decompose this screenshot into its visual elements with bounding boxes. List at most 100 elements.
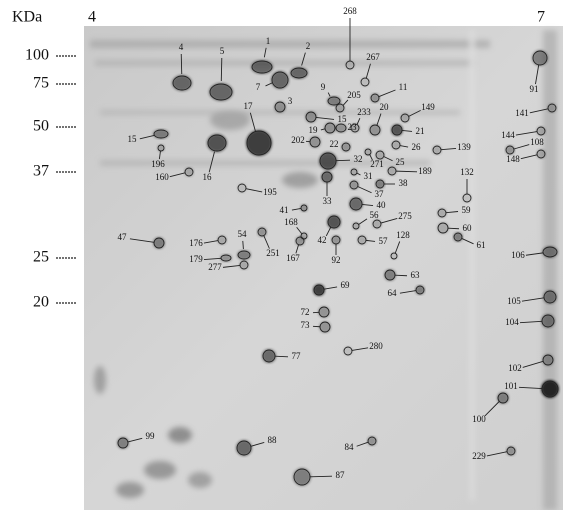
- spot-label: 205: [347, 90, 361, 100]
- spot-shade: [370, 93, 380, 103]
- spot-shade: [305, 111, 317, 123]
- spot-label: 176: [189, 238, 203, 248]
- spot-label: 41: [280, 205, 289, 215]
- spot-label: 3: [288, 96, 293, 106]
- spot-label: 149: [421, 102, 435, 112]
- spot-label: 21: [416, 126, 425, 136]
- spot-label: 1: [266, 36, 271, 46]
- spot-shade: [117, 437, 129, 449]
- spot-label: 277: [208, 262, 222, 272]
- spot-shade: [318, 306, 330, 318]
- spot-label: 47: [118, 232, 128, 242]
- spot-label: 7: [256, 82, 261, 92]
- spot-shade: [237, 250, 251, 260]
- leader-line: [275, 356, 288, 357]
- spot-shade: [384, 269, 396, 281]
- spot-label: 23: [348, 122, 358, 132]
- ph-right: 7: [537, 9, 545, 26]
- spot-label: 271: [370, 159, 384, 169]
- spot-label: 73: [301, 320, 311, 330]
- spot-label: 20: [380, 102, 390, 112]
- spot-shade: [327, 215, 341, 229]
- spot-label: 160: [155, 172, 169, 182]
- marker-label: 75: [33, 75, 49, 92]
- spot-label: 54: [238, 229, 248, 239]
- spot-shade: [387, 166, 397, 176]
- marker-label: 50: [33, 118, 49, 135]
- spot-label: 60: [463, 223, 473, 233]
- spot-shade: [184, 167, 194, 177]
- spot-shade: [331, 235, 341, 245]
- spot-shade: [153, 237, 165, 249]
- spot-label: 31: [364, 171, 373, 181]
- spot-label: 108: [530, 137, 544, 147]
- leader-line: [181, 54, 182, 74]
- spot-label: 19: [309, 125, 319, 135]
- leader-line: [221, 58, 222, 81]
- spot-shade: [293, 468, 311, 486]
- spot-label: 40: [377, 200, 387, 210]
- spot-label: 168: [284, 217, 298, 227]
- spot-shade: [341, 142, 351, 152]
- spot-shade: [541, 314, 555, 328]
- spot-label: 33: [323, 196, 333, 206]
- spot-shade: [319, 152, 337, 170]
- spot-label: 92: [332, 255, 341, 265]
- spot-label: 22: [330, 139, 339, 149]
- spot-label: 16: [203, 172, 213, 182]
- spot-shade: [547, 103, 557, 113]
- spot-label: 139: [457, 142, 471, 152]
- spot-shade: [295, 236, 305, 246]
- spot-label: 229: [472, 451, 486, 461]
- spot-label: 105: [507, 296, 521, 306]
- spot-shade: [391, 140, 401, 150]
- spot-shade: [432, 145, 442, 155]
- spot-label: 38: [399, 178, 409, 188]
- spot-label: 100: [472, 414, 486, 424]
- spot-shade: [357, 235, 367, 245]
- spot-label: 141: [515, 108, 529, 118]
- leader-line: [310, 476, 332, 477]
- spot-shade: [375, 179, 385, 189]
- spot-label: 61: [477, 240, 486, 250]
- leader-line: [448, 228, 459, 229]
- spot-label: 59: [462, 205, 472, 215]
- spot-label: 63: [411, 270, 421, 280]
- spot-shade: [372, 219, 382, 229]
- spot-shade: [319, 321, 331, 333]
- spot-label: 179: [189, 254, 203, 264]
- spot-shade: [262, 349, 276, 363]
- spot-shade: [321, 171, 333, 183]
- marker-label: 37: [33, 163, 49, 180]
- spot-label: 267: [366, 52, 380, 62]
- spot-label: 104: [505, 317, 519, 327]
- spot-label: 9: [321, 82, 326, 92]
- spot-shade: [532, 50, 548, 66]
- spot-label: 106: [511, 250, 525, 260]
- spot-label: 202: [291, 135, 305, 145]
- spot-label: 2: [306, 41, 311, 51]
- spot-shade: [257, 227, 267, 237]
- spot-label: 91: [530, 84, 539, 94]
- spot-label: 11: [399, 82, 408, 92]
- spot-label: 251: [266, 248, 280, 258]
- leader-line: [395, 275, 407, 276]
- spot-shade: [274, 101, 286, 113]
- spot-label: 101: [504, 381, 518, 391]
- spot-shade: [506, 446, 516, 456]
- spot-shade: [543, 290, 557, 304]
- spot-label: 42: [318, 235, 327, 245]
- spot-shade: [172, 75, 192, 91]
- spot-label: 132: [460, 167, 474, 177]
- spot-shade: [246, 130, 272, 156]
- spot-shade: [251, 60, 273, 74]
- spot-label: 56: [370, 210, 380, 220]
- leader-line: [336, 160, 350, 161]
- spot-shade: [437, 208, 447, 218]
- spot-shade: [343, 346, 353, 356]
- spot-shade: [536, 126, 546, 136]
- spot-shade: [453, 232, 463, 242]
- spot-label: 57: [379, 236, 389, 246]
- spot-label: 25: [396, 157, 406, 167]
- spot-shade: [237, 183, 247, 193]
